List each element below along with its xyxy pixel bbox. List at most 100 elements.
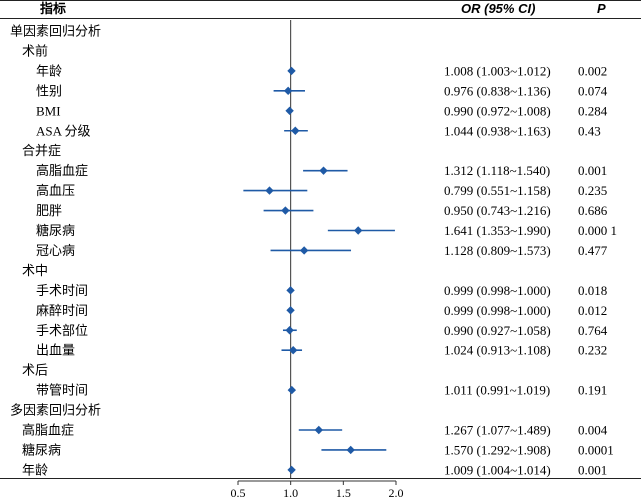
or-ci-value: 0.976 (0.838~1.136) (444, 83, 551, 98)
or-ci-value: 1.011 (0.991~1.019) (444, 383, 550, 398)
or-point-marker (287, 385, 297, 395)
variable-label: ASA 分级 (36, 123, 91, 138)
p-value: 0.43 (578, 123, 601, 138)
or-ci-value: 1.128 (0.809~1.573) (444, 243, 551, 258)
forest-row: 单因素回归分析 (10, 24, 101, 39)
variable-label: 年龄 (36, 63, 62, 78)
or-point-marker (285, 326, 294, 335)
variable-label: 冠心病 (36, 243, 75, 258)
forest-row: BMI 0.990 (0.972~1.008) 0.284 (36, 103, 608, 118)
or-point-marker (314, 425, 323, 435)
x-tick-label: 1.5 (336, 486, 351, 500)
variable-label: 年龄 (22, 462, 48, 477)
header-indicator: 指标 (40, 1, 66, 16)
x-axis: 0.5 1.0 1.5 2.0 (231, 480, 404, 500)
forest-row: 术中 (22, 263, 48, 278)
variable-label: 麻醉时间 (36, 303, 88, 318)
variable-label: BMI (36, 103, 61, 118)
or-ci-value: 1.312 (1.118~1.540) (444, 163, 550, 178)
p-value: 0.232 (578, 343, 607, 358)
x-tick-label: 0.5 (231, 486, 246, 500)
forest-row: 肥胖 0.950 (0.743~1.216) 0.686 (36, 203, 608, 218)
section-label: 多因素回归分析 (10, 403, 101, 418)
p-value: 0.004 (578, 423, 608, 438)
or-point-marker (285, 106, 294, 115)
variable-label: 高脂血症 (36, 163, 88, 178)
variable-label: 手术时间 (36, 283, 88, 298)
forest-row: 年龄 1.009 (1.004~1.014) 0.001 (22, 462, 607, 477)
or-ci-value: 0.990 (0.927~1.058) (444, 323, 551, 338)
variable-label: 性别 (36, 83, 62, 98)
forest-row: 出血量 1.024 (0.913~1.108) 0.232 (36, 343, 607, 358)
or-point-marker (265, 186, 274, 195)
or-point-marker (287, 66, 296, 76)
or-point-marker (286, 286, 295, 295)
header-or-ci: OR (95% CI) (461, 1, 535, 16)
group-label: 术后 (22, 363, 48, 378)
forest-row: 术后 (22, 363, 48, 378)
section-label: 单因素回归分析 (10, 24, 101, 39)
x-tick-label: 2.0 (389, 486, 404, 500)
variable-label: 手术部位 (36, 323, 88, 338)
p-value: 0.686 (578, 203, 608, 218)
forest-row: 多因素回归分析 (10, 403, 101, 418)
group-label: 术前 (22, 43, 48, 58)
or-ci-value: 1.570 (1.292~1.908) (444, 442, 551, 457)
forest-row: 糖尿病 1.641 (1.353~1.990) 0.000 1 (36, 223, 617, 238)
or-point-marker (283, 86, 293, 96)
p-value: 0.074 (578, 83, 608, 98)
p-value: 0.764 (578, 323, 608, 338)
or-point-marker (319, 166, 328, 175)
variable-label: 带管时间 (36, 383, 88, 398)
x-tick-label: 1.0 (283, 486, 298, 500)
p-value: 0.001 (578, 462, 607, 477)
variable-label: 糖尿病 (22, 442, 61, 457)
forest-row: ASA 分级 1.044 (0.938~1.163) 0.43 (36, 123, 601, 138)
or-ci-value: 1.009 (1.004~1.014) (444, 462, 551, 477)
or-ci-value: 1.024 (0.913~1.108) (444, 343, 551, 358)
or-ci-value: 1.267 (1.077~1.489) (444, 423, 551, 438)
or-ci-value: 0.950 (0.743~1.216) (444, 203, 551, 218)
forest-row: 糖尿病 1.570 (1.292~1.908) 0.0001 (22, 442, 614, 457)
or-point-marker (299, 246, 309, 255)
or-point-marker (286, 306, 295, 315)
header-p: P (597, 1, 606, 16)
forest-row: 手术部位 0.990 (0.927~1.058) 0.764 (36, 323, 608, 338)
or-ci-value: 0.999 (0.998~1.000) (444, 303, 551, 318)
p-value: 0.284 (578, 103, 608, 118)
or-ci-value: 0.799 (0.551~1.158) (444, 183, 551, 198)
forest-row: 年龄 1.008 (1.003~1.012) 0.002 (36, 63, 607, 78)
or-point-marker (353, 226, 363, 235)
or-ci-value: 1.641 (1.353~1.990) (444, 223, 551, 238)
forest-row: 术前 (22, 43, 48, 58)
p-value: 0.235 (578, 183, 607, 198)
variable-label: 糖尿病 (36, 223, 75, 238)
forest-row: 高脂血症 1.267 (1.077~1.489) 0.004 (22, 423, 608, 438)
p-value: 0.477 (578, 243, 608, 258)
p-value: 0.018 (578, 283, 607, 298)
group-label: 术中 (22, 263, 48, 278)
variable-label: 高血压 (36, 183, 75, 198)
p-value: 0.012 (578, 303, 607, 318)
or-ci-value: 1.008 (1.003~1.012) (444, 63, 551, 78)
variable-label: 出血量 (36, 343, 75, 358)
forest-row: 麻醉时间 0.999 (0.998~1.000) 0.012 (36, 303, 607, 318)
or-ci-value: 0.990 (0.972~1.008) (444, 103, 551, 118)
variable-label: 高脂血症 (22, 423, 74, 438)
or-point-marker (281, 206, 290, 215)
or-ci-value: 0.999 (0.998~1.000) (444, 283, 551, 298)
or-point-marker (346, 445, 355, 455)
forest-row: 高血压 0.799 (0.551~1.158) 0.235 (36, 183, 607, 198)
forest-row: 性别 0.976 (0.838~1.136) 0.074 (36, 83, 608, 98)
forest-row: 冠心病 1.128 (0.809~1.573) 0.477 (36, 243, 608, 258)
or-ci-value: 1.044 (0.938~1.163) (444, 123, 551, 138)
forest-row: 带管时间 1.011 (0.991~1.019) 0.191 (36, 383, 607, 398)
p-value: 0.001 (578, 163, 607, 178)
group-label: 合并症 (22, 143, 61, 158)
or-point-marker (291, 126, 300, 135)
p-value: 0.191 (578, 383, 607, 398)
p-value: 0.0001 (578, 442, 614, 457)
p-value: 0.000 1 (578, 223, 617, 238)
